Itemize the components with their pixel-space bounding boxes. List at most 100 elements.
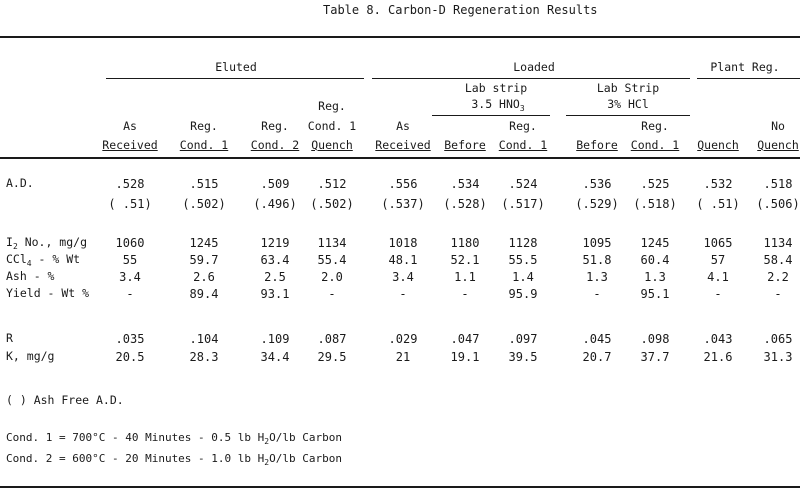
cell-ash-3: 2.5 [264, 270, 286, 284]
cell-k-7: 39.5 [508, 350, 538, 364]
column-header-9-line-2: Reg. [641, 119, 669, 133]
cell-ad-6: .534 [450, 177, 480, 191]
cell-ad-7: .524 [508, 177, 538, 191]
column-header-8-line-3: Before [576, 138, 618, 152]
header-rule [0, 157, 800, 159]
group-plant-rule [697, 78, 800, 79]
group-loaded: Loaded [513, 60, 555, 74]
cell-iodine-10: 1065 [703, 236, 733, 250]
cell-iodine-1: 1060 [115, 236, 145, 250]
column-header-4-line-1: Reg. [318, 99, 346, 113]
subgroup-hcl-line1: Lab Strip [596, 81, 660, 95]
cell-ad-ash-free-4: (.502) [310, 197, 354, 211]
subgroup-hno3-rule [432, 115, 550, 116]
cell-r-2: .104 [189, 332, 219, 346]
row-label-r: R [6, 331, 13, 345]
cell-ccl4-4: 55.4 [317, 253, 347, 267]
cell-yield-5: - [399, 287, 407, 301]
cell-ad-ash-free-5: (.537) [381, 197, 425, 211]
column-header-10-line-3: Quench [697, 138, 739, 152]
cell-ash-11: 2.2 [767, 270, 789, 284]
cell-ad-9: .525 [640, 177, 670, 191]
cell-k-3: 34.4 [260, 350, 290, 364]
column-header-11-line-2: No [771, 119, 785, 133]
cell-k-11: 31.3 [763, 350, 793, 364]
cell-iodine-7: 1128 [508, 236, 538, 250]
cell-ash-7: 1.4 [512, 270, 534, 284]
column-header-11-line-3: Quench [757, 138, 799, 152]
cell-ad-11: .518 [763, 177, 793, 191]
cell-ccl4-3: 63.4 [260, 253, 290, 267]
cell-yield-11: - [774, 287, 782, 301]
cell-k-2: 28.3 [189, 350, 219, 364]
row-label-ad: A.D. [6, 176, 34, 190]
cell-ccl4-7: 55.5 [508, 253, 538, 267]
row-label-yield: Yield - Wt % [6, 286, 90, 300]
cell-yield-3: 93.1 [260, 287, 290, 301]
cell-k-10: 21.6 [703, 350, 733, 364]
cell-ad-ash-free-6: (.528) [443, 197, 487, 211]
column-header-3-line-3: Cond. 2 [250, 138, 300, 152]
subgroup-hcl-line2: 3% HCl [607, 97, 649, 111]
cell-iodine-9: 1245 [640, 236, 670, 250]
column-header-7-line-3: Cond. 1 [498, 138, 548, 152]
cell-iodine-3: 1219 [260, 236, 290, 250]
cell-ash-1: 3.4 [119, 270, 141, 284]
cell-ad-ash-free-11: (.506) [756, 197, 800, 211]
column-header-1-line-2: As [123, 119, 137, 133]
cell-yield-7: 95.9 [508, 287, 538, 301]
note-ash-free: ( ) Ash Free A.D. [6, 393, 124, 407]
subgroup-hno3-line2: 3.5 HNO3 [471, 97, 525, 113]
cell-yield-1: - [126, 287, 134, 301]
cell-k-6: 19.1 [450, 350, 480, 364]
cell-ash-10: 4.1 [707, 270, 729, 284]
note-cond1: Cond. 1 = 700°C - 40 Minutes - 0.5 lb H2… [6, 431, 342, 446]
cell-ash-6: 1.1 [454, 270, 476, 284]
cell-ad-3: .509 [260, 177, 290, 191]
column-header-6-line-3: Before [444, 138, 486, 152]
cell-r-4: .087 [317, 332, 347, 346]
column-header-5-line-3: Received [375, 138, 431, 152]
cell-r-10: .043 [703, 332, 733, 346]
bottom-rule [0, 486, 800, 488]
cell-ccl4-1: 55 [122, 253, 138, 267]
row-label-ash: Ash - % [6, 269, 55, 283]
cell-yield-9: 95.1 [640, 287, 670, 301]
cell-r-6: .047 [450, 332, 480, 346]
row-label-k: K, mg/g [6, 349, 55, 363]
cell-yield-6: - [461, 287, 469, 301]
cell-k-9: 37.7 [640, 350, 670, 364]
cell-ash-8: 1.3 [586, 270, 608, 284]
group-eluted: Eluted [215, 60, 257, 74]
cell-ad-4: .512 [317, 177, 347, 191]
row-label-ccl4: CCl4 - % Wt [6, 252, 81, 268]
cell-r-3: .109 [260, 332, 290, 346]
cell-r-7: .097 [508, 332, 538, 346]
cell-ad-ash-free-7: (.517) [501, 197, 545, 211]
cell-ad-ash-free-8: (.529) [575, 197, 619, 211]
cell-ccl4-6: 52.1 [450, 253, 480, 267]
cell-yield-8: - [593, 287, 601, 301]
cell-yield-2: 89.4 [189, 287, 219, 301]
cell-r-8: .045 [582, 332, 612, 346]
cell-ad-8: .536 [582, 177, 612, 191]
cell-k-8: 20.7 [582, 350, 612, 364]
cell-ash-4: 2.0 [321, 270, 343, 284]
column-header-4-line-2: Cond. 1 [307, 119, 357, 133]
cell-ccl4-11: 58.4 [763, 253, 793, 267]
note-cond2: Cond. 2 = 600°C - 20 Minutes - 1.0 lb H2… [6, 452, 342, 467]
column-header-3-line-2: Reg. [261, 119, 289, 133]
cell-iodine-6: 1180 [450, 236, 480, 250]
cell-ad-2: .515 [189, 177, 219, 191]
column-header-7-line-2: Reg. [509, 119, 537, 133]
cell-yield-4: - [328, 287, 336, 301]
column-header-1-line-3: Received [102, 138, 158, 152]
column-header-2-line-2: Reg. [190, 119, 218, 133]
cell-yield-10: - [714, 287, 722, 301]
column-header-2-line-3: Cond. 1 [179, 138, 229, 152]
cell-ad-10: .532 [703, 177, 733, 191]
cell-iodine-4: 1134 [317, 236, 347, 250]
cell-r-1: .035 [115, 332, 145, 346]
cell-ash-2: 2.6 [193, 270, 215, 284]
cell-r-9: .098 [640, 332, 670, 346]
